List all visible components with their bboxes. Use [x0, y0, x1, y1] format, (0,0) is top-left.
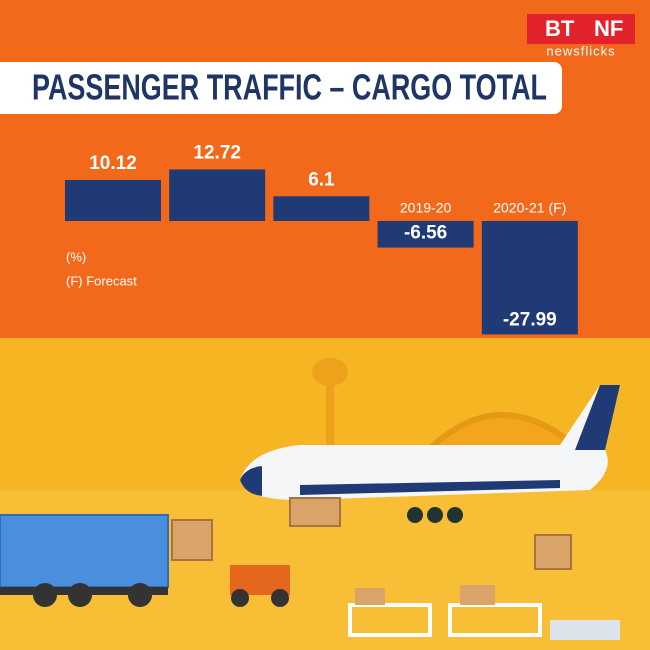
wheel	[68, 583, 92, 607]
plane-tail	[575, 385, 620, 450]
bar	[65, 179, 161, 221]
category-label: 2020-21 (F)	[493, 200, 566, 216]
crate	[534, 534, 572, 570]
crate	[355, 588, 385, 605]
bar	[481, 221, 578, 335]
plane-body	[240, 385, 620, 500]
logo-left: BT	[545, 16, 575, 41]
wheel	[271, 589, 289, 607]
value-label: 12.72	[193, 142, 241, 163]
wheel	[427, 507, 443, 523]
crate	[460, 585, 495, 605]
illustration	[0, 358, 650, 650]
logo-tagline: newsflicks	[546, 43, 615, 58]
value-label: 10.12	[89, 153, 137, 174]
value-label: 6.1	[308, 169, 335, 190]
truck-container	[0, 514, 169, 588]
tug	[550, 620, 620, 640]
plane-stripe	[300, 480, 560, 495]
wheel	[447, 507, 463, 523]
annotation: (F) Forecast	[66, 273, 137, 288]
wheel	[407, 507, 423, 523]
chart-title: PASSENGER TRAFFIC – CARGO TOTAL	[32, 67, 547, 108]
tower	[326, 370, 334, 480]
plane-nose	[240, 466, 262, 496]
value-label: -27.99	[503, 309, 557, 330]
title-box	[0, 62, 562, 114]
annotation: (%)	[66, 249, 86, 264]
tower-top	[312, 358, 348, 386]
wheel	[33, 583, 57, 607]
wheel	[128, 583, 152, 607]
logo-right: NF	[594, 16, 623, 41]
cart	[348, 603, 432, 637]
bar	[169, 169, 266, 221]
category-label: 2019-20	[400, 200, 452, 216]
bar	[377, 221, 474, 248]
crate	[289, 497, 341, 527]
bar	[273, 196, 370, 221]
logo-box	[527, 14, 635, 44]
wheel	[231, 589, 249, 607]
crate	[171, 519, 213, 561]
value-label: -6.56	[404, 223, 447, 244]
